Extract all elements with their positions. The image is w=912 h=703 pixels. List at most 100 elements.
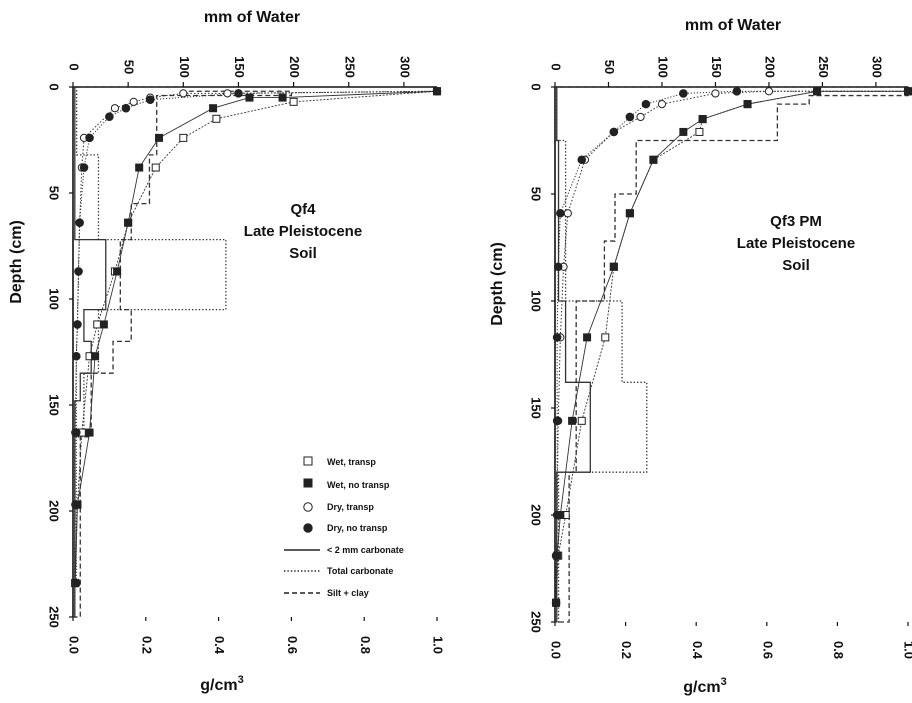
top-tick-label: 150 — [709, 56, 724, 78]
plot-area: 0 50 100 150 200 250 300 0.0 0.2 0.4 0.6 0.8 1.0 0 50 1… — [47, 56, 446, 655]
depth-tick-label: 150 — [47, 394, 62, 416]
data-point-dry-transp — [179, 89, 188, 98]
legend-label: Wet, no transp — [327, 480, 390, 490]
data-point-wet-no-transp — [698, 115, 707, 124]
data-point-dry-transp — [764, 87, 774, 96]
data-point-dry-no-transp — [75, 218, 84, 227]
data-point-dry-no-transp — [72, 500, 81, 509]
depth-tick-label: 250 — [529, 611, 544, 633]
bottom-tick-label: 1.0 — [902, 641, 912, 659]
depth-tick-label: 0 — [529, 83, 544, 90]
top-tick-label: 150 — [232, 56, 247, 78]
depth-tick-label: 250 — [47, 606, 62, 628]
data-point-dry-transp — [129, 97, 138, 106]
annotation-line: Soil — [289, 245, 317, 262]
top-tick-label: 200 — [287, 56, 302, 78]
data-point-wet-no-transp — [155, 133, 164, 142]
legend-item-total-carbonate: Total carbonate — [284, 566, 393, 576]
data-point-wet-transp — [577, 416, 586, 425]
legend-label: < 2 mm carbonate — [327, 545, 404, 555]
panel-qf4: mm of Water Depth (cm) g/cm3 Qf4 Late Pl… — [8, 9, 446, 694]
data-point-dry-no-transp — [552, 510, 562, 520]
top-axis-title: mm of Water — [685, 17, 781, 34]
top-tick-label: 250 — [816, 56, 831, 78]
bottom-tick-label: 0.4 — [690, 641, 705, 660]
data-point-dry-transp — [636, 112, 645, 122]
data-point-dry-no-transp — [234, 89, 243, 98]
step-line-total-carb — [73, 86, 227, 618]
depth-axis-title: Depth (cm) — [489, 242, 506, 326]
data-point-dry-no-transp — [72, 351, 81, 361]
legend-item-wet-transp: Wet, transp — [303, 456, 376, 467]
depth-tick-label: 100 — [529, 290, 544, 312]
data-point-wet-transp — [289, 97, 298, 106]
data-point-wet-no-transp — [649, 155, 658, 164]
step-line-carb-lt2mm — [73, 86, 107, 618]
data-point-dry-no-transp — [79, 163, 89, 172]
legend-label: Dry, transp — [327, 502, 374, 512]
step-line-silt-clay — [73, 86, 293, 618]
series-line-dry-no-transp — [555, 90, 908, 603]
bottom-tick-label: 0.6 — [285, 636, 300, 654]
data-point-wet-no-transp — [679, 127, 688, 136]
data-point-dry-transp — [223, 89, 232, 98]
data-point-wet-transp — [695, 127, 704, 136]
data-point-wet-no-transp — [99, 320, 108, 329]
data-point-wet-no-transp — [85, 428, 94, 437]
data-point-wet-no-transp — [583, 333, 592, 342]
legend-label: Total carbonate — [327, 566, 393, 576]
data-point-wet-no-transp — [113, 267, 122, 276]
data-point-wet-transp — [93, 320, 102, 329]
data-point-wet-no-transp — [813, 87, 822, 96]
bottom-tick-label: 0.8 — [831, 641, 846, 659]
annotation-line: Qf3 PM — [770, 213, 822, 230]
data-point-dry-no-transp — [552, 416, 562, 426]
data-point-wet-no-transp — [743, 100, 752, 109]
annotation: Qf3 PM Late Pleistocene Soil — [737, 213, 855, 274]
annotation: Qf4 Late Pleistocene Soil — [244, 201, 362, 262]
bottom-tick-label: 0.0 — [67, 636, 82, 654]
annotation-line: Qf4 — [290, 201, 316, 218]
data-point-wet-no-transp — [245, 93, 254, 102]
bottom-axis-title: g/cm3 — [683, 676, 726, 696]
data-point-wet-no-transp — [609, 262, 618, 271]
data-point-dry-no-transp — [553, 262, 563, 272]
data-point-wet-no-transp — [209, 104, 218, 113]
legend-item-wet-no-transp: Wet, no transp — [303, 478, 390, 490]
top-tick-label: 300 — [397, 56, 412, 78]
annotation-line: Soil — [782, 257, 810, 274]
data-point-dry-no-transp — [432, 86, 442, 96]
series-line-dry-no-transp — [75, 90, 438, 584]
top-tick-label: 0 — [549, 63, 564, 70]
top-tick-label: 50 — [602, 60, 617, 74]
data-point-wet-transp — [601, 333, 610, 342]
data-point-dry-no-transp — [551, 551, 561, 560]
data-point-dry-transp — [110, 104, 120, 113]
data-point-dry-no-transp — [641, 99, 651, 109]
filled-square-icon — [303, 478, 313, 488]
depth-tick-label: 200 — [47, 500, 62, 522]
data-point-wet-no-transp — [91, 352, 100, 361]
legend-label: Wet, transp — [327, 457, 376, 467]
series-line-wet-no-transp — [555, 90, 908, 603]
data-point-dry-no-transp — [85, 133, 94, 143]
data-point-wet-no-transp — [568, 416, 577, 425]
open-square-icon — [303, 456, 313, 466]
data-point-wet-no-transp — [625, 209, 634, 218]
filled-circle-icon — [303, 523, 313, 533]
bottom-axis-title: g/cm3 — [200, 674, 243, 694]
open-circle-icon — [303, 502, 313, 512]
data-point-dry-transp — [657, 100, 667, 109]
depth-axis-title: Depth (cm) — [8, 220, 25, 304]
legend-label: Dry, no transp — [327, 523, 388, 533]
legend-item-silt-clay: Silt + clay — [284, 588, 369, 598]
top-tick-label: 0 — [67, 63, 82, 70]
data-point-dry-no-transp — [145, 95, 155, 105]
data-point-dry-no-transp — [121, 103, 131, 113]
series-line-dry-transp — [74, 90, 438, 584]
data-point-wet-transp — [151, 163, 160, 172]
legend-item-dry-transp: Dry, transp — [303, 502, 374, 512]
data-point-dry-no-transp — [72, 428, 81, 437]
data-point-dry-no-transp — [679, 89, 688, 98]
